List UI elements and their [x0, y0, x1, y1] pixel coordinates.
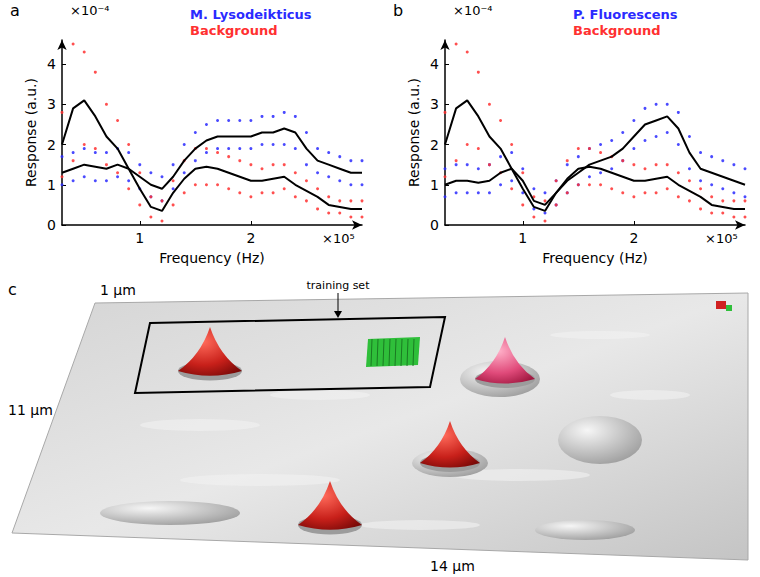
svg-text:c: c	[8, 280, 17, 299]
svg-text:1: 1	[135, 230, 144, 246]
svg-text:b: b	[393, 1, 403, 20]
svg-text:2: 2	[629, 230, 638, 246]
svg-text:1 µm: 1 µm	[100, 282, 136, 298]
svg-text:×10⁵: ×10⁵	[705, 231, 738, 246]
svg-text:4: 4	[47, 56, 56, 72]
svg-text:Response (a.u.): Response (a.u.)	[23, 78, 39, 187]
svg-text:1: 1	[47, 177, 56, 193]
svg-text:1: 1	[518, 230, 527, 246]
svg-text:Frequency (Hz): Frequency (Hz)	[542, 250, 648, 266]
svg-text:0: 0	[430, 217, 439, 233]
svg-text:4: 4	[430, 56, 439, 72]
svg-text:0: 0	[47, 217, 56, 233]
svg-text:a: a	[10, 1, 20, 20]
svg-text:2: 2	[430, 137, 439, 153]
svg-text:Response (a.u.): Response (a.u.)	[406, 78, 422, 187]
svg-text:×10⁻⁴: ×10⁻⁴	[70, 3, 110, 18]
svg-text:Background: Background	[190, 23, 278, 38]
svg-text:11 µm: 11 µm	[8, 402, 53, 418]
svg-text:2: 2	[47, 137, 56, 153]
svg-text:Background: Background	[573, 23, 661, 38]
svg-text:×10⁵: ×10⁵	[322, 231, 355, 246]
svg-text:2: 2	[246, 230, 255, 246]
svg-text:training set: training set	[307, 279, 371, 292]
svg-text:3: 3	[47, 96, 56, 112]
svg-text:1: 1	[430, 177, 439, 193]
svg-text:M. Lysodeikticus: M. Lysodeikticus	[190, 7, 312, 22]
svg-text:P. Fluorescens: P. Fluorescens	[573, 7, 678, 22]
svg-text:Frequency (Hz): Frequency (Hz)	[159, 250, 265, 266]
svg-text:3: 3	[430, 96, 439, 112]
svg-text:14 µm: 14 µm	[430, 558, 475, 574]
svg-text:×10⁻⁴: ×10⁻⁴	[453, 3, 493, 18]
